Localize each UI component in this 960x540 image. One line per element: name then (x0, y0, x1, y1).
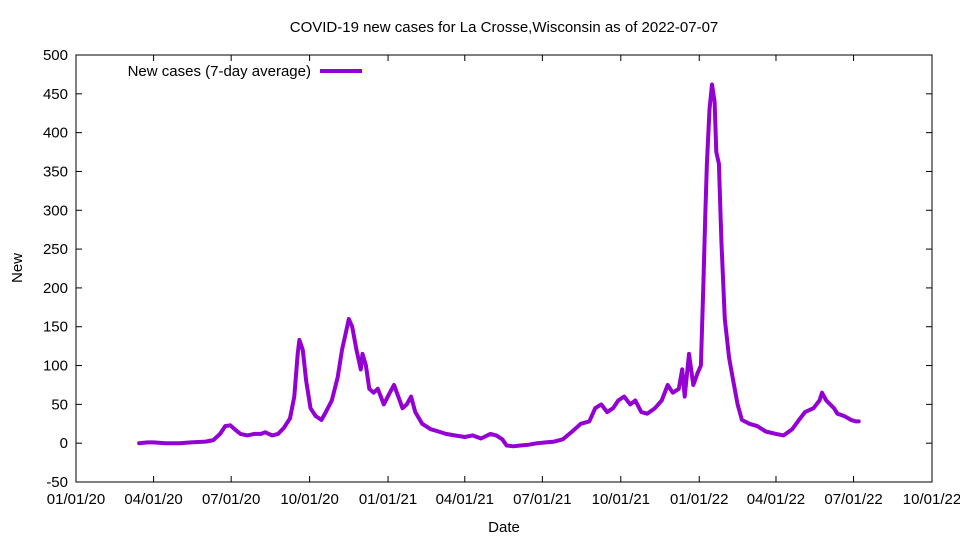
x-tick-label: 07/01/21 (513, 491, 571, 508)
y-tick-label: 0 (60, 435, 68, 452)
y-tick-label: 350 (43, 163, 68, 180)
x-tick-label: 10/01/20 (280, 491, 338, 508)
chart-title: COVID-19 new cases for La Crosse,Wiscons… (290, 19, 719, 36)
y-tick-label: 100 (43, 358, 68, 375)
y-tick-label: -50 (46, 474, 68, 491)
x-tick-label: 07/01/22 (824, 491, 882, 508)
y-tick-label: 450 (43, 86, 68, 103)
y-tick-label: 150 (43, 319, 68, 336)
legend: New cases (7-day average) (128, 63, 362, 80)
y-axis-label: New (9, 253, 26, 283)
y-tick-label: 500 (43, 47, 68, 64)
legend-label: New cases (7-day average) (128, 63, 311, 80)
y-tick-label: 250 (43, 241, 68, 258)
x-tick-label: 04/01/22 (747, 491, 805, 508)
y-axis: -50 0 50 100 150 200 250 300 350 400 450 500 (43, 47, 932, 491)
x-tick-label: 10/01/21 (592, 491, 650, 508)
x-axis: 01/01/20 04/01/20 07/01/20 10/01/20 01/01/21… (47, 55, 960, 508)
x-tick-label: 10/01/22 (903, 491, 960, 508)
plot-frame (75, 54, 933, 483)
y-tick-label: 50 (51, 396, 68, 413)
series-line (137, 82, 861, 449)
y-tick-label: 300 (43, 202, 68, 219)
x-tick-label: 07/01/20 (202, 491, 260, 508)
y-tick-label: 400 (43, 125, 68, 142)
x-tick-label: 04/01/20 (124, 491, 182, 508)
x-tick-label: 01/01/22 (670, 491, 728, 508)
x-tick-label: 04/01/21 (436, 491, 494, 508)
x-axis-label: Date (488, 519, 520, 536)
y-tick-label: 200 (43, 280, 68, 297)
series-layer (137, 82, 861, 449)
x-tick-label: 01/01/21 (359, 491, 417, 508)
x-tick-label: 01/01/20 (47, 491, 105, 508)
